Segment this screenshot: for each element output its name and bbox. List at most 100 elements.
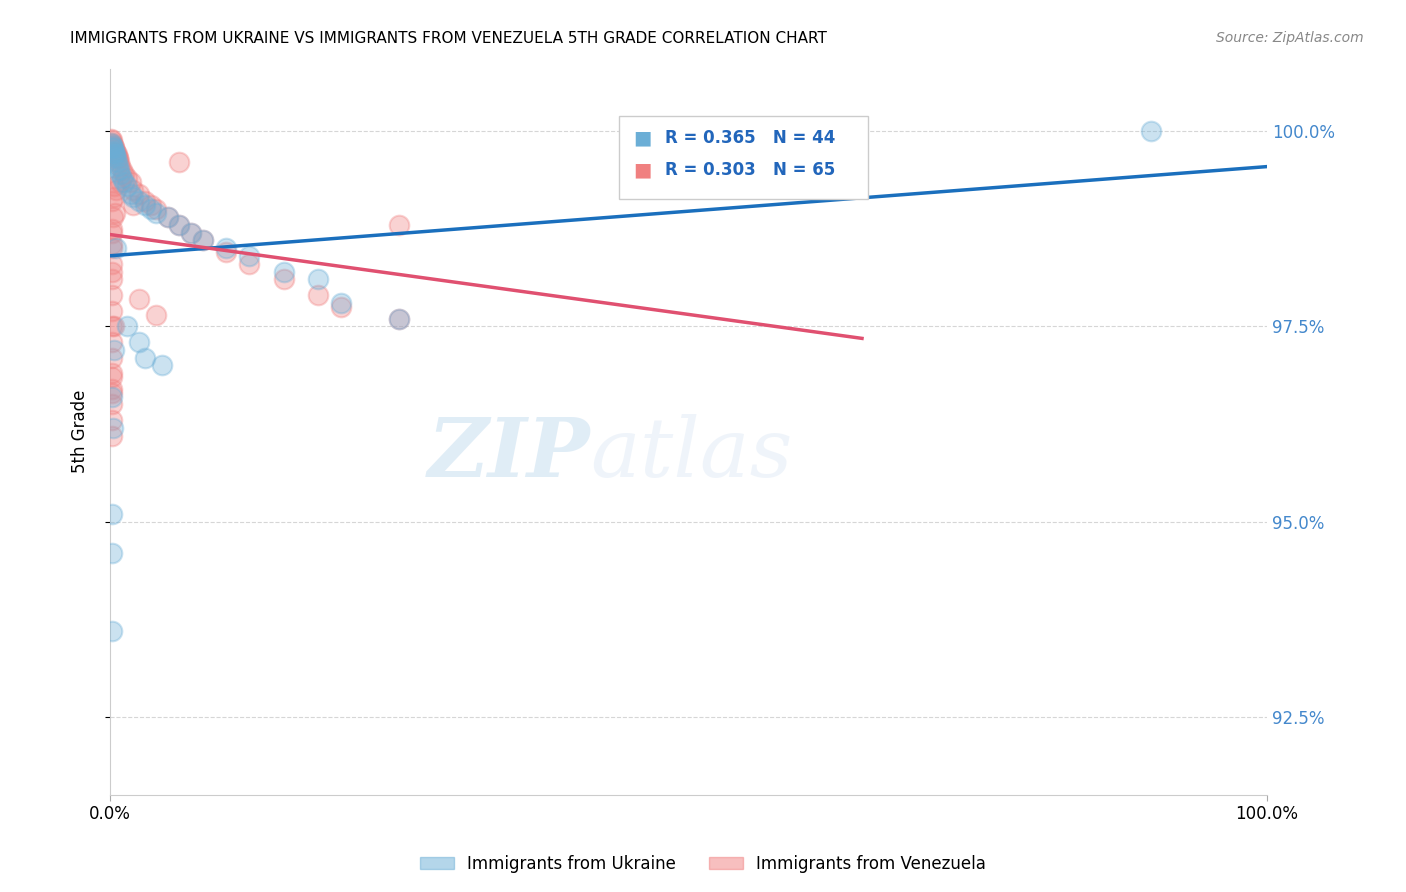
- Point: [101, 136, 124, 150]
- Point: [128, 292, 150, 306]
- Point: [156, 210, 179, 224]
- Point: [330, 300, 353, 314]
- Point: [103, 145, 125, 160]
- Point: [120, 186, 142, 201]
- Point: [101, 366, 124, 380]
- Point: [101, 226, 124, 240]
- Point: [120, 175, 142, 189]
- Point: [101, 210, 124, 224]
- Point: [101, 397, 124, 411]
- Point: [104, 149, 127, 163]
- Point: [110, 159, 132, 173]
- Point: [101, 351, 124, 365]
- Point: [134, 351, 156, 365]
- Point: [101, 138, 124, 153]
- Point: [117, 178, 139, 193]
- Point: [101, 139, 124, 153]
- Point: [110, 175, 132, 189]
- Point: [103, 139, 125, 153]
- Point: [139, 198, 162, 212]
- Point: [101, 303, 124, 318]
- Point: [101, 624, 124, 638]
- Point: [307, 272, 329, 286]
- Point: [388, 311, 411, 326]
- Point: [112, 167, 135, 181]
- Point: [101, 138, 124, 153]
- Point: [101, 428, 124, 442]
- Point: [112, 175, 135, 189]
- Point: [169, 218, 191, 232]
- Point: [101, 272, 124, 286]
- Point: [100, 132, 122, 146]
- Point: [169, 155, 191, 169]
- Point: [103, 144, 125, 158]
- Point: [128, 334, 150, 349]
- Point: [180, 226, 202, 240]
- Point: [145, 206, 167, 220]
- Point: [103, 190, 125, 204]
- Point: [156, 210, 179, 224]
- Point: [110, 167, 132, 181]
- Point: [150, 359, 173, 373]
- Point: [101, 288, 124, 302]
- Text: Source: ZipAtlas.com: Source: ZipAtlas.com: [1216, 31, 1364, 45]
- Point: [145, 308, 167, 322]
- Point: [134, 194, 156, 209]
- Point: [104, 152, 127, 166]
- Legend: Immigrants from Ukraine, Immigrants from Venezuela: Immigrants from Ukraine, Immigrants from…: [413, 848, 993, 880]
- Point: [103, 343, 125, 357]
- Point: [122, 198, 145, 212]
- Point: [145, 202, 167, 216]
- Point: [273, 265, 295, 279]
- Point: [117, 319, 139, 334]
- Point: [111, 163, 134, 178]
- Point: [101, 385, 124, 400]
- Point: [128, 194, 150, 209]
- Point: [107, 152, 129, 166]
- Point: [104, 206, 127, 220]
- Point: [101, 133, 124, 147]
- Point: [134, 198, 156, 212]
- Point: [101, 237, 124, 252]
- Point: [103, 319, 125, 334]
- Point: [101, 546, 124, 560]
- Point: [101, 507, 124, 521]
- Text: ZIP: ZIP: [427, 414, 591, 493]
- Text: ■: ■: [633, 128, 651, 147]
- Text: atlas: atlas: [591, 414, 793, 493]
- Y-axis label: 5th Grade: 5th Grade: [72, 390, 89, 474]
- Point: [108, 155, 131, 169]
- Point: [117, 170, 139, 185]
- Text: R = 0.303   N = 65: R = 0.303 N = 65: [665, 161, 835, 179]
- Point: [330, 296, 353, 310]
- Point: [103, 178, 125, 193]
- Point: [104, 145, 127, 160]
- Point: [388, 311, 411, 326]
- Point: [191, 233, 214, 247]
- Point: [103, 141, 125, 155]
- Point: [100, 136, 122, 150]
- Point: [122, 183, 145, 197]
- Point: [101, 141, 124, 155]
- Point: [1140, 124, 1163, 138]
- Point: [101, 390, 124, 404]
- Point: [101, 382, 124, 396]
- Point: [238, 257, 260, 271]
- Point: [122, 190, 145, 204]
- Point: [104, 183, 127, 197]
- Point: [111, 170, 134, 185]
- Point: [107, 159, 129, 173]
- Point: [101, 319, 124, 334]
- Point: [105, 155, 128, 169]
- Text: ■: ■: [633, 161, 651, 179]
- Point: [101, 265, 124, 279]
- Point: [101, 421, 124, 435]
- Point: [101, 370, 124, 384]
- Point: [104, 147, 127, 161]
- Point: [101, 257, 124, 271]
- Point: [104, 241, 127, 255]
- Point: [215, 241, 238, 255]
- Point: [104, 144, 127, 158]
- Point: [101, 194, 124, 209]
- Point: [128, 186, 150, 201]
